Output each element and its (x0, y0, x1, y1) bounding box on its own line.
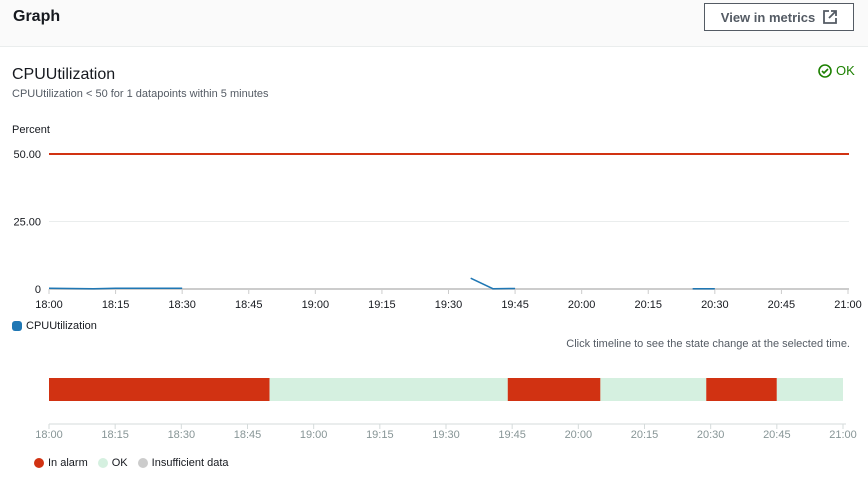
timeline-tick-label: 20:45 (763, 429, 791, 441)
x-tick-label: 18:15 (102, 299, 130, 311)
timeline-tick-label: 18:00 (35, 429, 63, 441)
timeline-tick-label: 19:15 (366, 429, 394, 441)
timeline-tick-label: 18:15 (101, 429, 129, 441)
alarm-title: CPUUtilization (12, 66, 116, 83)
x-tick-label: 18:30 (168, 299, 196, 311)
alarm-condition: CPUUtilization < 50 for 1 datapoints wit… (12, 88, 269, 100)
legend-swatch (12, 321, 22, 331)
x-tick-label: 20:15 (634, 299, 662, 311)
timeline-tick-label: 20:00 (565, 429, 593, 441)
timeline-ok-segment[interactable] (269, 378, 508, 401)
timeline-ok-segment[interactable] (776, 378, 843, 401)
x-tick-label: 19:30 (435, 299, 463, 311)
panel-title: Graph (13, 8, 61, 25)
view-in-metrics-label: View in metrics (720, 9, 816, 25)
series-line-cpuutilization (48, 287, 183, 290)
timeline-legend: In alarm OK Insufficient data (34, 457, 229, 469)
timeline-alarm-segment[interactable] (507, 378, 601, 401)
timeline-tick-label: 20:30 (697, 429, 725, 441)
timeline-alarm-segment[interactable] (49, 378, 270, 401)
view-in-metrics-button[interactable]: View in metrics (704, 3, 854, 31)
x-tick-label: 19:15 (368, 299, 396, 311)
x-tick-label: 20:45 (768, 299, 796, 311)
x-tick-label: 21:00 (834, 299, 862, 311)
y-axis-label: Percent (12, 124, 50, 136)
series-line-cpuutilization (470, 277, 516, 290)
x-tick-label: 20:00 (568, 299, 596, 311)
check-circle-icon (818, 63, 832, 78)
legend-ok-swatch (97, 458, 108, 468)
alarm-state-label: OK (836, 63, 855, 78)
legend-insufficient-swatch (137, 458, 148, 468)
y-tick-label: 50.00 (13, 149, 41, 161)
x-tick-label: 20:30 (701, 299, 729, 311)
timeline-tick-label: 19:30 (432, 429, 460, 441)
x-tick-label: 19:45 (501, 299, 529, 311)
legend-insufficient: Insufficient data (151, 457, 229, 469)
timeline-tick-label: 19:45 (498, 429, 526, 441)
timeline-alarm-segment[interactable] (706, 378, 777, 401)
external-link-icon (823, 10, 838, 24)
legend-ok: OK (111, 457, 128, 469)
timeline-ok-segment[interactable] (600, 378, 707, 401)
x-tick-label: 19:00 (302, 299, 330, 311)
legend-label[interactable]: CPUUtilization (26, 320, 97, 332)
x-tick-label: 18:45 (235, 299, 263, 311)
legend-alarm-swatch (34, 458, 44, 468)
timeline-tick-label: 18:30 (168, 429, 196, 441)
y-tick-label: 25.00 (13, 217, 41, 229)
timeline-tick-label: 18:45 (234, 429, 262, 441)
legend-alarm: In alarm (48, 457, 88, 469)
y-tick-label: 0 (35, 284, 41, 296)
chart-legend: CPUUtilization (12, 320, 97, 332)
alarm-state: OK (818, 63, 855, 78)
timeline-tick-label: 21:00 (829, 429, 857, 441)
timeline-hint: Click timeline to see the state change a… (566, 338, 850, 350)
panel-header: Graph View in metrics (0, 0, 868, 47)
timeline-tick-label: 19:00 (300, 429, 328, 441)
timeline-tick-label: 20:15 (631, 429, 659, 441)
x-tick-label: 18:00 (35, 299, 63, 311)
